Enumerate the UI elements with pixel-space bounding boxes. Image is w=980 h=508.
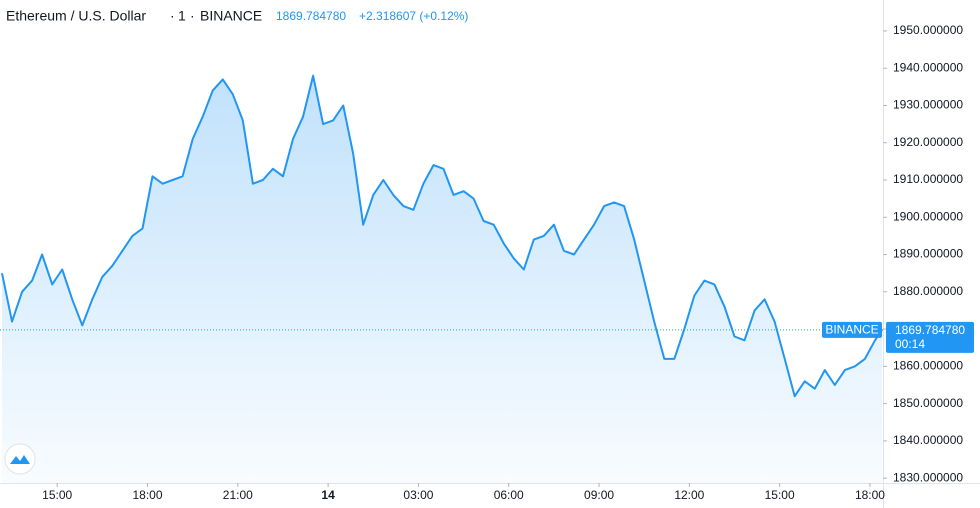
x-tick-label: 18:00 xyxy=(855,488,885,502)
y-tick-label: 1890.000000 xyxy=(893,247,963,261)
y-tick-label: 1910.000000 xyxy=(893,172,963,186)
countdown: 00:14 xyxy=(895,337,925,351)
logo-circle[interactable] xyxy=(4,443,36,475)
logo-icon[interactable] xyxy=(10,455,30,464)
y-tick-label: 1840.000000 xyxy=(893,433,963,447)
price-label-box xyxy=(886,321,974,353)
symbol: Ethereum / U.S. Dollar xyxy=(6,8,146,24)
change: +2.318607 (+0.12%) xyxy=(359,9,468,23)
x-tick-label: 14 xyxy=(321,488,335,502)
y-tick-label: 1920.000000 xyxy=(893,135,963,149)
y-tick-label: 1940.000000 xyxy=(893,60,963,74)
separator: · xyxy=(190,8,195,24)
price: 1869.784780 xyxy=(276,9,346,23)
x-tick-label: 15:00 xyxy=(42,488,72,502)
price-line xyxy=(1,74,883,398)
y-tick-label: 1860.000000 xyxy=(893,359,963,373)
exchange: BINANCE xyxy=(200,8,262,24)
x-tick-label: 03:00 xyxy=(403,488,433,502)
separator: · xyxy=(170,8,175,24)
y-tick-label: 1850.000000 xyxy=(893,396,963,410)
area-fill xyxy=(2,75,882,483)
x-tick-label: 12:00 xyxy=(674,488,704,502)
source-label: BINANCE xyxy=(825,323,878,337)
logo[interactable] xyxy=(4,443,36,475)
y-tick-label: 1950.000000 xyxy=(893,23,963,37)
x-tick-label: 18:00 xyxy=(132,488,162,502)
x-tick-label: 21:00 xyxy=(223,488,253,502)
price-label: 1869.784780 xyxy=(895,323,965,337)
y-tick-label: 1830.000000 xyxy=(893,470,963,484)
y-tick-label: 1880.000000 xyxy=(893,284,963,298)
y-tick-label: 1930.000000 xyxy=(893,98,963,112)
x-tick-label: 06:00 xyxy=(494,488,524,502)
x-tick-label: 15:00 xyxy=(765,488,795,502)
y-tick-label: 1900.000000 xyxy=(893,209,963,223)
source-label-box xyxy=(822,321,882,338)
x-tick-label: 09:00 xyxy=(584,488,614,502)
interval: 1 xyxy=(178,8,186,24)
